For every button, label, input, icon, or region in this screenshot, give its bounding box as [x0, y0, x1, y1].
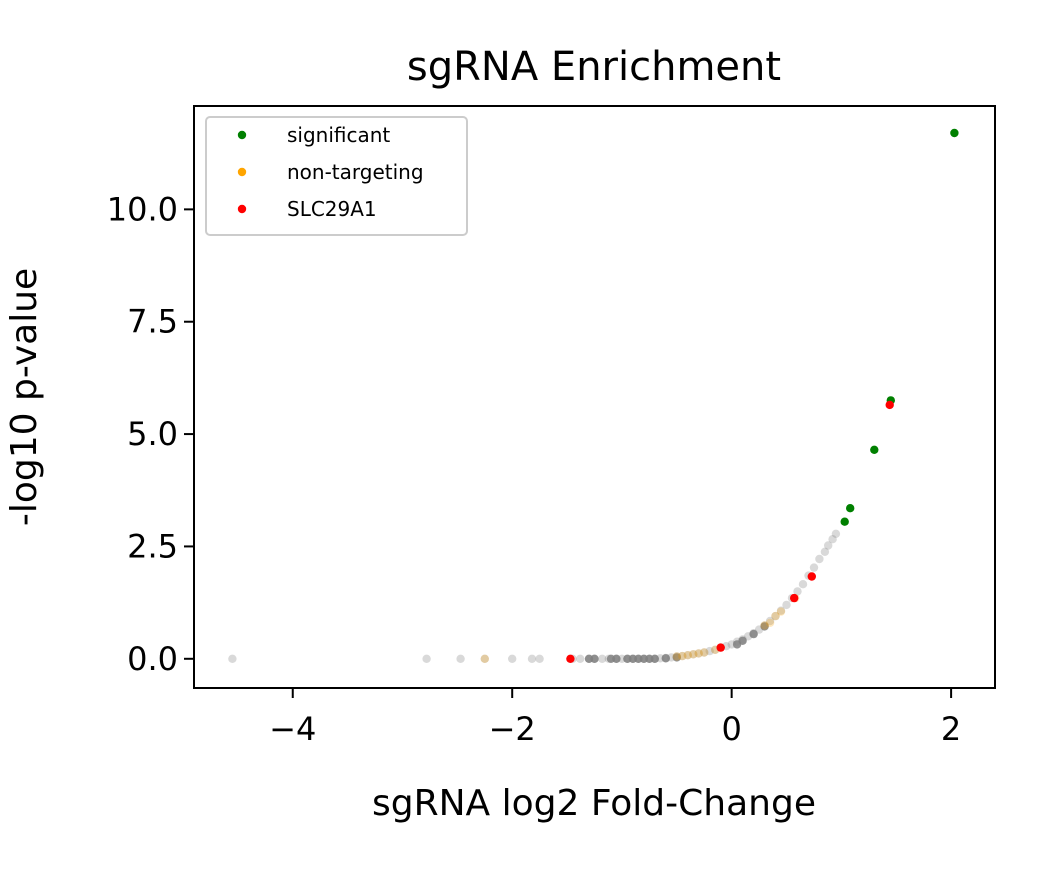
data-point: [535, 654, 544, 663]
data-point: [749, 629, 758, 639]
data-point: [612, 654, 621, 663]
data-point: [771, 611, 780, 621]
data-point: [828, 535, 837, 544]
data-point: [716, 643, 725, 652]
data-point: [885, 400, 894, 410]
legend-entry: significant: [287, 123, 390, 147]
data-point: [683, 651, 692, 660]
y-tick-label: 0.0: [127, 640, 178, 678]
data-point: [480, 654, 489, 663]
x-tick-label: 2: [941, 710, 961, 748]
chart-title: sgRNA Enrichment: [407, 44, 781, 90]
data-point: [480, 654, 489, 663]
data-point: [870, 445, 879, 454]
data-point: [765, 616, 775, 626]
data-point: [566, 654, 575, 663]
data-point: [798, 580, 808, 589]
legend-marker: [237, 130, 247, 140]
data-point: [760, 621, 769, 630]
data-point: [228, 654, 237, 663]
legend-entry: SLC29A1: [287, 197, 377, 221]
data-point: [771, 611, 780, 621]
data-point: [793, 587, 802, 596]
legend-marker: [237, 167, 247, 177]
data-point: [689, 650, 698, 659]
data-point: [831, 529, 841, 538]
data-point: [694, 649, 703, 658]
y-tick-label: 7.5: [127, 303, 178, 341]
legend-box: [205, 116, 468, 236]
data-point: [694, 649, 703, 658]
data-point: [840, 517, 849, 526]
data-point: [738, 636, 747, 645]
y-axis-label: -log10 p-value: [4, 268, 45, 526]
data-point: [790, 593, 799, 603]
data-point: [807, 572, 816, 581]
data-point: [824, 541, 833, 550]
data-point: [820, 547, 830, 556]
plot-frame: [193, 105, 996, 689]
data-point: [576, 654, 585, 663]
data-point: [661, 654, 670, 663]
data-point: [950, 128, 959, 138]
data-point: [590, 654, 599, 663]
data-point: [705, 646, 714, 656]
x-tick-label: 0: [721, 710, 741, 748]
data-point: [672, 652, 681, 661]
data-point: [508, 654, 517, 663]
x-tick-label: −4: [269, 710, 316, 748]
y-axis: 0.0 2.5 5.0 7.5 10.0: [107, 190, 194, 678]
legend-marker: [237, 204, 247, 214]
data-points: [228, 128, 959, 663]
data-point: [809, 563, 819, 572]
data-point: [700, 648, 709, 657]
y-tick-label: 10.0: [107, 190, 178, 228]
x-axis: −4 −2 0 2: [269, 688, 961, 748]
legend: significant non-targeting SLC29A1: [205, 116, 468, 236]
data-point: [846, 504, 855, 513]
data-point: [815, 554, 824, 564]
data-point: [650, 654, 659, 663]
data-point: [760, 622, 769, 631]
data-point: [422, 654, 431, 663]
data-point: [700, 648, 709, 657]
x-tick-label: −2: [489, 710, 536, 748]
legend-entry: non-targeting: [287, 160, 424, 184]
data-point: [689, 650, 698, 659]
data-point: [765, 618, 775, 627]
data-point: [782, 600, 791, 610]
data-point: [456, 654, 465, 663]
data-point: [527, 654, 537, 663]
data-point: [672, 653, 681, 662]
y-tick-label: 5.0: [127, 415, 178, 453]
data-point: [776, 606, 786, 615]
x-axis-label: sgRNA log2 Fold-Change: [372, 783, 816, 824]
data-point: [776, 607, 786, 616]
data-point: [598, 654, 607, 663]
data-point: [683, 651, 692, 660]
data-point: [678, 651, 687, 661]
y-tick-label: 2.5: [127, 527, 178, 565]
